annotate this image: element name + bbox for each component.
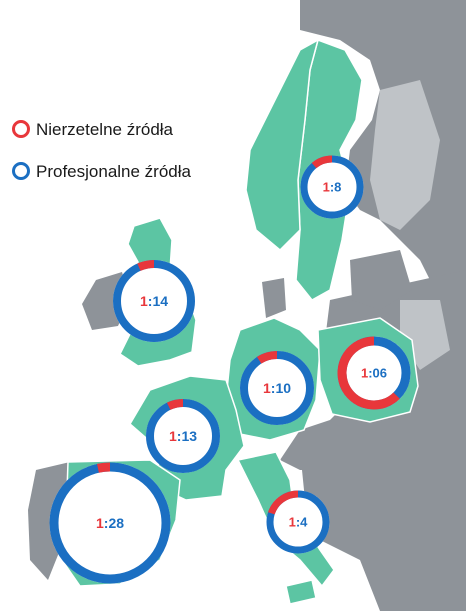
donut-bg-france bbox=[146, 399, 220, 473]
ratio-label-poland: 1:06 bbox=[361, 366, 387, 381]
donut-bg-uk bbox=[113, 260, 195, 342]
donut-germany: 1:10 bbox=[240, 351, 314, 425]
ratio-label-spain: 1:28 bbox=[96, 515, 124, 531]
legend-item-professional: Profesjonalne źródła bbox=[12, 160, 191, 182]
ratio-unreliable-part: 1 bbox=[361, 366, 368, 381]
legend-label-unreliable: Nierzetelne źródła bbox=[36, 119, 174, 139]
donut-unreliable-germany bbox=[256, 351, 278, 364]
ring-icon-red bbox=[12, 120, 30, 138]
donut-unreliable-italy bbox=[268, 490, 299, 515]
ratio-professional-part: :14 bbox=[148, 293, 168, 309]
donut-unreliable-uk bbox=[137, 260, 155, 271]
ratio-unreliable-part: 1 bbox=[169, 428, 177, 444]
donut-uk: 1:14 bbox=[113, 260, 195, 342]
donut-sweden: 1:8 bbox=[300, 155, 364, 219]
donut-unreliable-poland bbox=[337, 336, 400, 410]
ratio-professional-part: :8 bbox=[330, 180, 342, 195]
donut-bg-spain bbox=[49, 462, 171, 584]
ratio-unreliable-part: 1 bbox=[140, 293, 148, 309]
ratio-label-france: 1:13 bbox=[169, 428, 197, 444]
ring-icon-blue bbox=[12, 162, 30, 180]
donut-italy: 1:4 bbox=[266, 490, 330, 554]
donut-poland: 1:06 bbox=[337, 336, 411, 410]
ratio-unreliable-part: 1 bbox=[289, 515, 296, 530]
ratio-markers: 1:81:141:101:061:131:28 1:4 bbox=[49, 155, 411, 584]
ratio-professional-part: :28 bbox=[104, 515, 124, 531]
donut-unreliable-spain bbox=[96, 462, 111, 473]
legend: Nierzetelne źródła Profesjonalne źródła bbox=[12, 118, 191, 202]
ratio-label-uk: 1:14 bbox=[140, 293, 168, 309]
donut-unreliable-france bbox=[166, 399, 184, 410]
donut-france: 1:13 bbox=[146, 399, 220, 473]
ratio-label-sweden: 1:8 bbox=[323, 180, 342, 195]
ratio-unreliable-part: 1 bbox=[263, 380, 271, 396]
donut-bg-italy bbox=[266, 490, 330, 554]
donut-bg-germany bbox=[240, 351, 314, 425]
ratio-professional-part: :10 bbox=[271, 380, 291, 396]
legend-item-unreliable: Nierzetelne źródła bbox=[12, 118, 191, 140]
donut-unreliable-sweden bbox=[311, 155, 333, 169]
ratio-professional-part: :4 bbox=[296, 515, 308, 530]
legend-label-professional: Profesjonalne źródła bbox=[36, 161, 191, 181]
ratio-label-germany: 1:10 bbox=[263, 380, 291, 396]
ratio-unreliable-part: 1 bbox=[96, 515, 104, 531]
donut-spain: 1:28 bbox=[49, 462, 171, 584]
donut-bg-poland bbox=[337, 336, 411, 410]
norway-shape bbox=[245, 38, 320, 252]
ratio-unreliable-part: 1 bbox=[323, 180, 330, 195]
sicily-shape bbox=[285, 579, 317, 605]
ratio-label-italy: 1:4 bbox=[289, 515, 309, 530]
ratio-professional-part: :06 bbox=[368, 366, 387, 381]
ratio-professional-part: :13 bbox=[177, 428, 197, 444]
donut-bg-sweden bbox=[300, 155, 364, 219]
